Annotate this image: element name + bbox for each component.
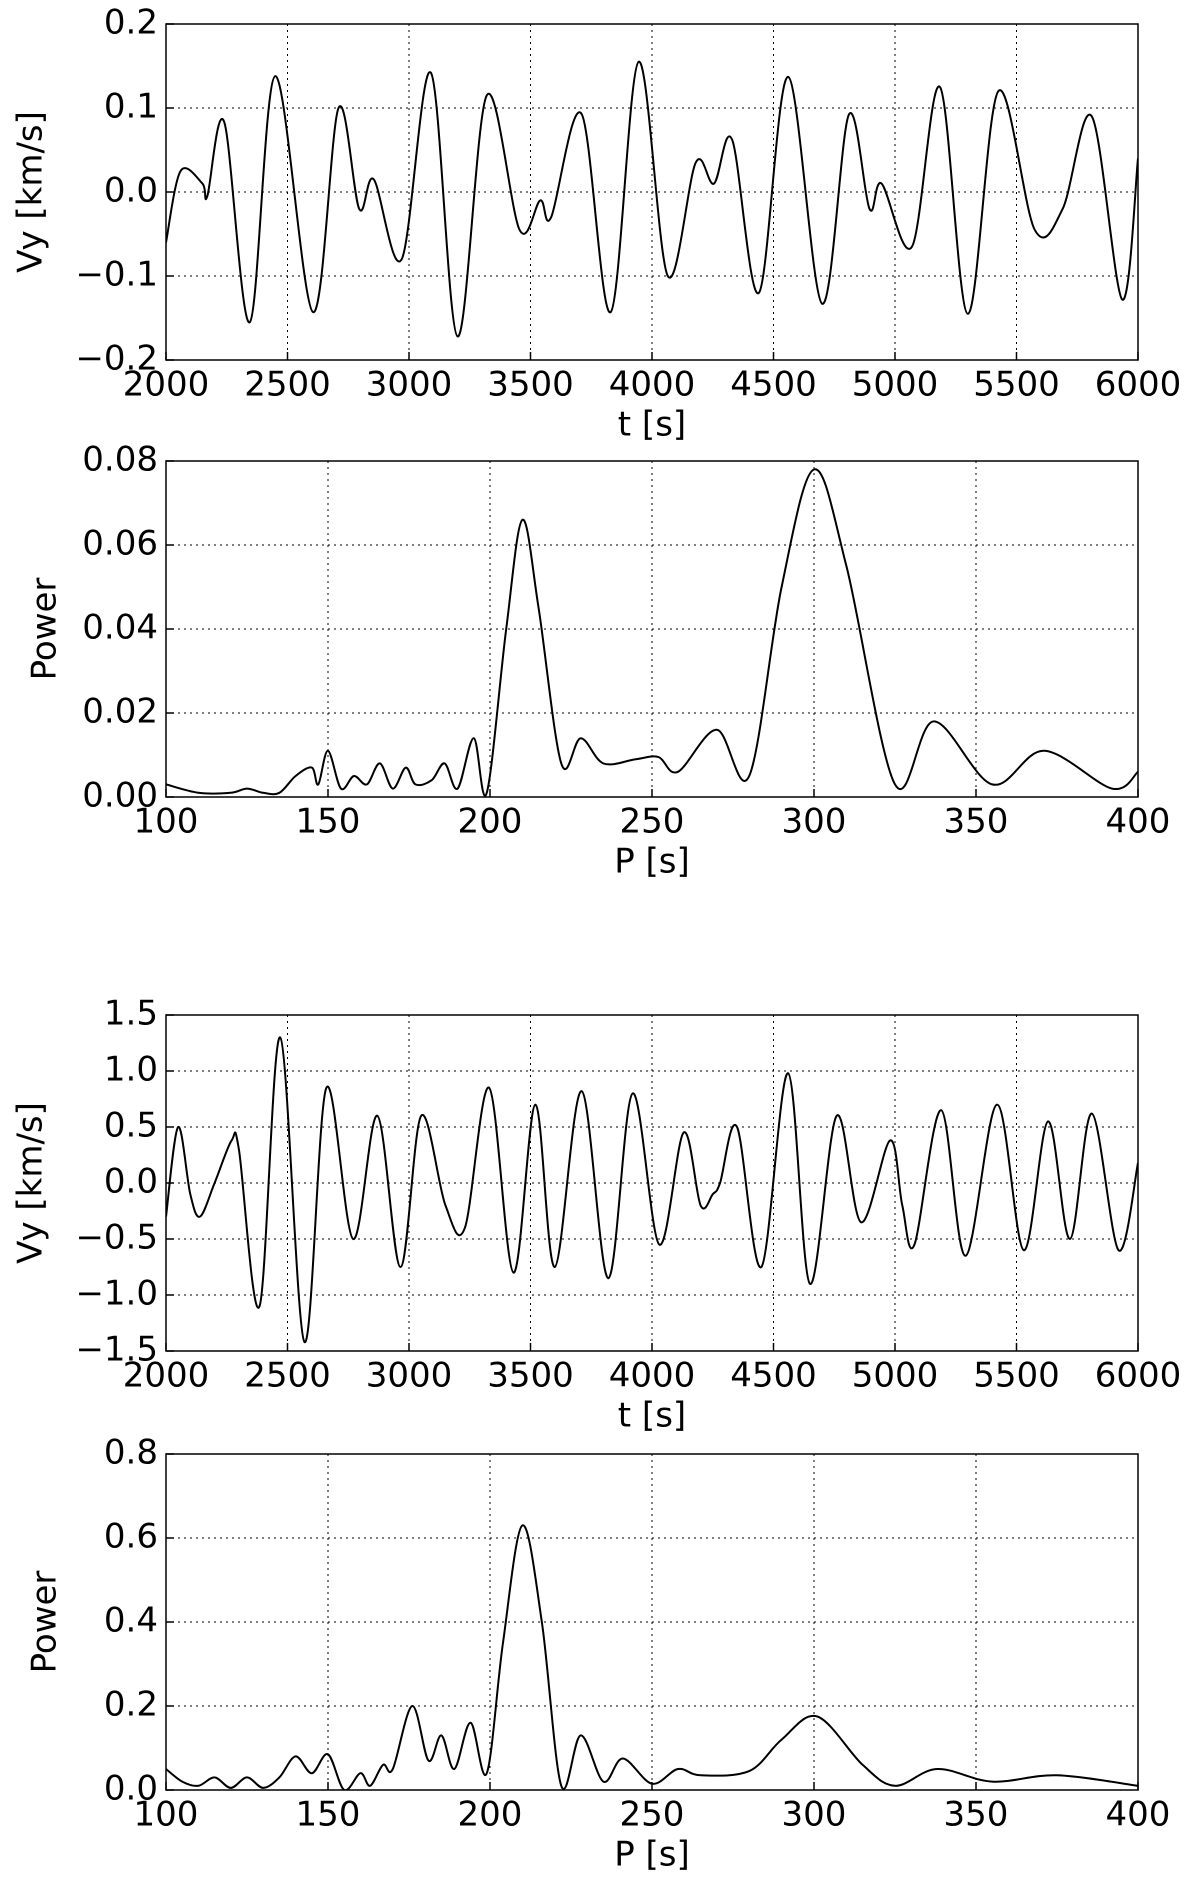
- y-axis-label: Power: [25, 578, 65, 681]
- x-tick-label: 300: [782, 802, 847, 842]
- y-axis-label: Vy [km/s]: [11, 111, 51, 273]
- data-line: [166, 1524, 1138, 1790]
- y-tick-label: 0.02: [82, 692, 158, 732]
- plot-frame: [165, 23, 1139, 361]
- y-tick-label: 0.2: [104, 1685, 158, 1725]
- chart: 2000 2500 3000 3500 4000 4500 5000 5500 6000 −1.5…: [11, 994, 1182, 1436]
- x-tick-label: 400: [1106, 1795, 1171, 1835]
- y-axis-label: Power: [25, 1571, 65, 1674]
- y-tick-label: −0.5: [75, 1218, 158, 1258]
- x-tick-label: 2500: [244, 1356, 331, 1396]
- x-tick-label: 250: [620, 1795, 685, 1835]
- y-tick-label: 0.4: [104, 1601, 158, 1641]
- y-tick-label: 0.08: [82, 440, 158, 480]
- x-tick-label: 2000: [123, 1356, 210, 1396]
- x-tick-label: 400: [1106, 802, 1171, 842]
- y-tick-label: 0.8: [104, 1433, 158, 1473]
- x-axis-label: t [s]: [618, 1396, 686, 1436]
- x-axis-label: t [s]: [618, 405, 686, 445]
- chart: 100 150 200 250 300 350 400 0.00 0.02 0.04 0.06 0.0…: [25, 440, 1171, 882]
- y-tick-label: 0.6: [104, 1517, 158, 1557]
- x-tick-label: 100: [134, 802, 199, 842]
- x-tick-label: 350: [944, 802, 1009, 842]
- y-tick-label: 0.0: [104, 171, 158, 211]
- x-tick-label: 250: [620, 802, 685, 842]
- plot-frame: [165, 1453, 1139, 1791]
- x-tick-label: 4000: [609, 365, 696, 405]
- y-tick-label: 0.2: [104, 3, 158, 43]
- plot: [166, 1524, 1138, 1790]
- plot: [166, 468, 1138, 797]
- plot: [166, 1036, 1138, 1344]
- data-line: [166, 60, 1138, 338]
- y-tick-label: 0.00: [82, 776, 158, 816]
- x-tick-label: 200: [458, 1795, 523, 1835]
- chart: 100 150 200 250 300 350 400 0.0 0.2 0.4 0.6 0.8 P [s…: [25, 1433, 1171, 1875]
- x-tick-label: 2000: [123, 365, 210, 405]
- x-tick-label: 2500: [244, 365, 331, 405]
- data-line: [166, 1036, 1138, 1344]
- x-tick-label: 6000: [1095, 365, 1182, 405]
- x-axis-label: P [s]: [614, 842, 690, 882]
- x-tick-label: 4500: [730, 1356, 817, 1396]
- y-tick-label: 0.1: [104, 87, 158, 127]
- x-tick-label: 300: [782, 1795, 847, 1835]
- x-tick-label: 350: [944, 1795, 1009, 1835]
- x-tick-label: 4500: [730, 365, 817, 405]
- x-tick-label: 100: [134, 1795, 199, 1835]
- y-axis-label: Vy [km/s]: [11, 1102, 51, 1264]
- x-tick-label: 6000: [1095, 1356, 1182, 1396]
- x-tick-label: 200: [458, 802, 523, 842]
- y-tick-label: 0.0: [104, 1769, 158, 1809]
- x-tick-label: 5000: [852, 365, 939, 405]
- y-tick-label: 1.5: [104, 994, 158, 1034]
- x-tick-label: 3500: [487, 365, 574, 405]
- x-tick-label: 5000: [852, 1356, 939, 1396]
- y-tick-label: 0.0: [104, 1162, 158, 1202]
- x-axis-label: P [s]: [614, 1835, 690, 1875]
- y-tick-label: −1.5: [75, 1330, 158, 1370]
- x-tick-label: 4000: [609, 1356, 696, 1396]
- x-tick-label: 3000: [366, 1356, 453, 1396]
- y-tick-label: −0.1: [75, 255, 158, 295]
- chart: 2000 2500 3000 3500 4000 4500 5000 5500 6000 −0.2…: [11, 3, 1182, 445]
- x-tick-label: 150: [296, 802, 361, 842]
- x-tick-label: 3500: [487, 1356, 574, 1396]
- y-tick-label: 1.0: [104, 1050, 158, 1090]
- y-tick-label: 0.04: [82, 608, 158, 648]
- x-tick-label: 5500: [973, 365, 1060, 405]
- y-tick-label: −0.2: [75, 339, 158, 379]
- x-tick-label: 5500: [973, 1356, 1060, 1396]
- y-tick-label: −1.0: [75, 1274, 158, 1314]
- x-tick-label: 3000: [366, 365, 453, 405]
- plot-frame: [165, 460, 1139, 798]
- x-tick-label: 150: [296, 1795, 361, 1835]
- y-tick-label: 0.06: [82, 524, 158, 564]
- data-line: [166, 468, 1138, 797]
- y-tick-label: 0.5: [104, 1106, 158, 1146]
- plot-frame: [165, 1014, 1139, 1352]
- plot: [166, 60, 1138, 338]
